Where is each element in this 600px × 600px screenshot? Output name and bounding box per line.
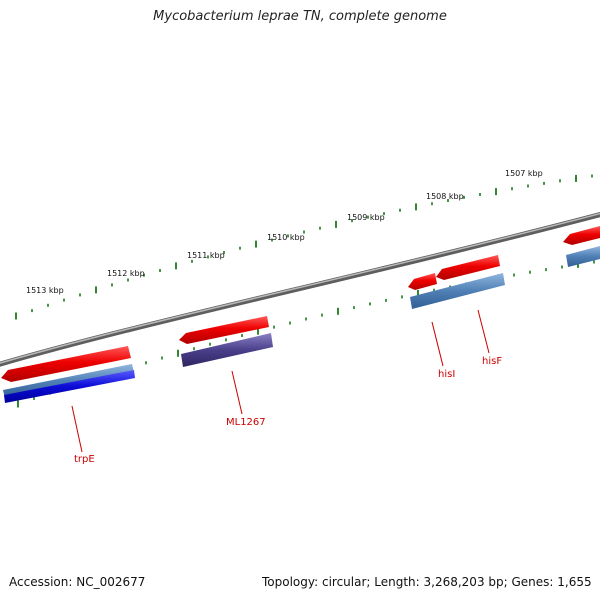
feature-trpE[interactable] — [1, 346, 135, 403]
gene-label-ML1267[interactable]: ML1267 — [226, 417, 266, 428]
ml1267-cds-bar[interactable] — [181, 333, 273, 367]
gene-label-hisI[interactable]: hisI — [438, 369, 455, 380]
accession-text: Accession: NC_002677 — [9, 575, 146, 589]
hisF-leader-line — [477, 309, 490, 354]
genome-summary-text: Topology: circular; Length: 3,268,203 bp… — [262, 575, 592, 589]
tick-label-1511: 1511 kbp — [187, 251, 225, 260]
tick-label-1507: 1507 kbp — [505, 169, 543, 178]
tick-label-1509: 1509 kbp — [347, 213, 385, 222]
genome-backbone-highlight — [0, 212, 600, 364]
hisI-leader-line — [431, 321, 444, 367]
feature-hisI-hisF[interactable] — [408, 255, 505, 309]
gene-label-trpE[interactable]: trpE — [74, 454, 95, 465]
feature-right-edge[interactable] — [563, 226, 600, 267]
hisI-gene-arrow[interactable] — [408, 273, 437, 290]
trpE-dark-bar[interactable] — [4, 370, 135, 403]
tick-label-1508: 1508 kbp — [426, 192, 464, 201]
right-gene-arrow[interactable] — [563, 226, 600, 245]
ml1267-gene-arrow[interactable] — [179, 316, 269, 344]
tick-label-1510: 1510 kbp — [267, 233, 305, 242]
hisF-gene-arrow[interactable] — [436, 255, 500, 280]
genome-backbone — [0, 212, 600, 367]
ml1267-leader-line — [231, 370, 243, 415]
gene-label-hisF[interactable]: hisF — [482, 356, 502, 367]
tick-label-1512: 1512 kbp — [107, 269, 145, 278]
feature-ML1267[interactable] — [179, 316, 273, 367]
trpE-leader-line — [71, 405, 83, 453]
his-cds-bar[interactable] — [410, 273, 505, 309]
map-title: Mycobacterium leprae TN, complete genome — [153, 9, 447, 24]
trpE-gene-arrow[interactable] — [1, 346, 131, 382]
right-cds-bar[interactable] — [566, 246, 600, 267]
outer-tick-ring — [15, 174, 593, 320]
tick-label-1513: 1513 kbp — [26, 286, 64, 295]
